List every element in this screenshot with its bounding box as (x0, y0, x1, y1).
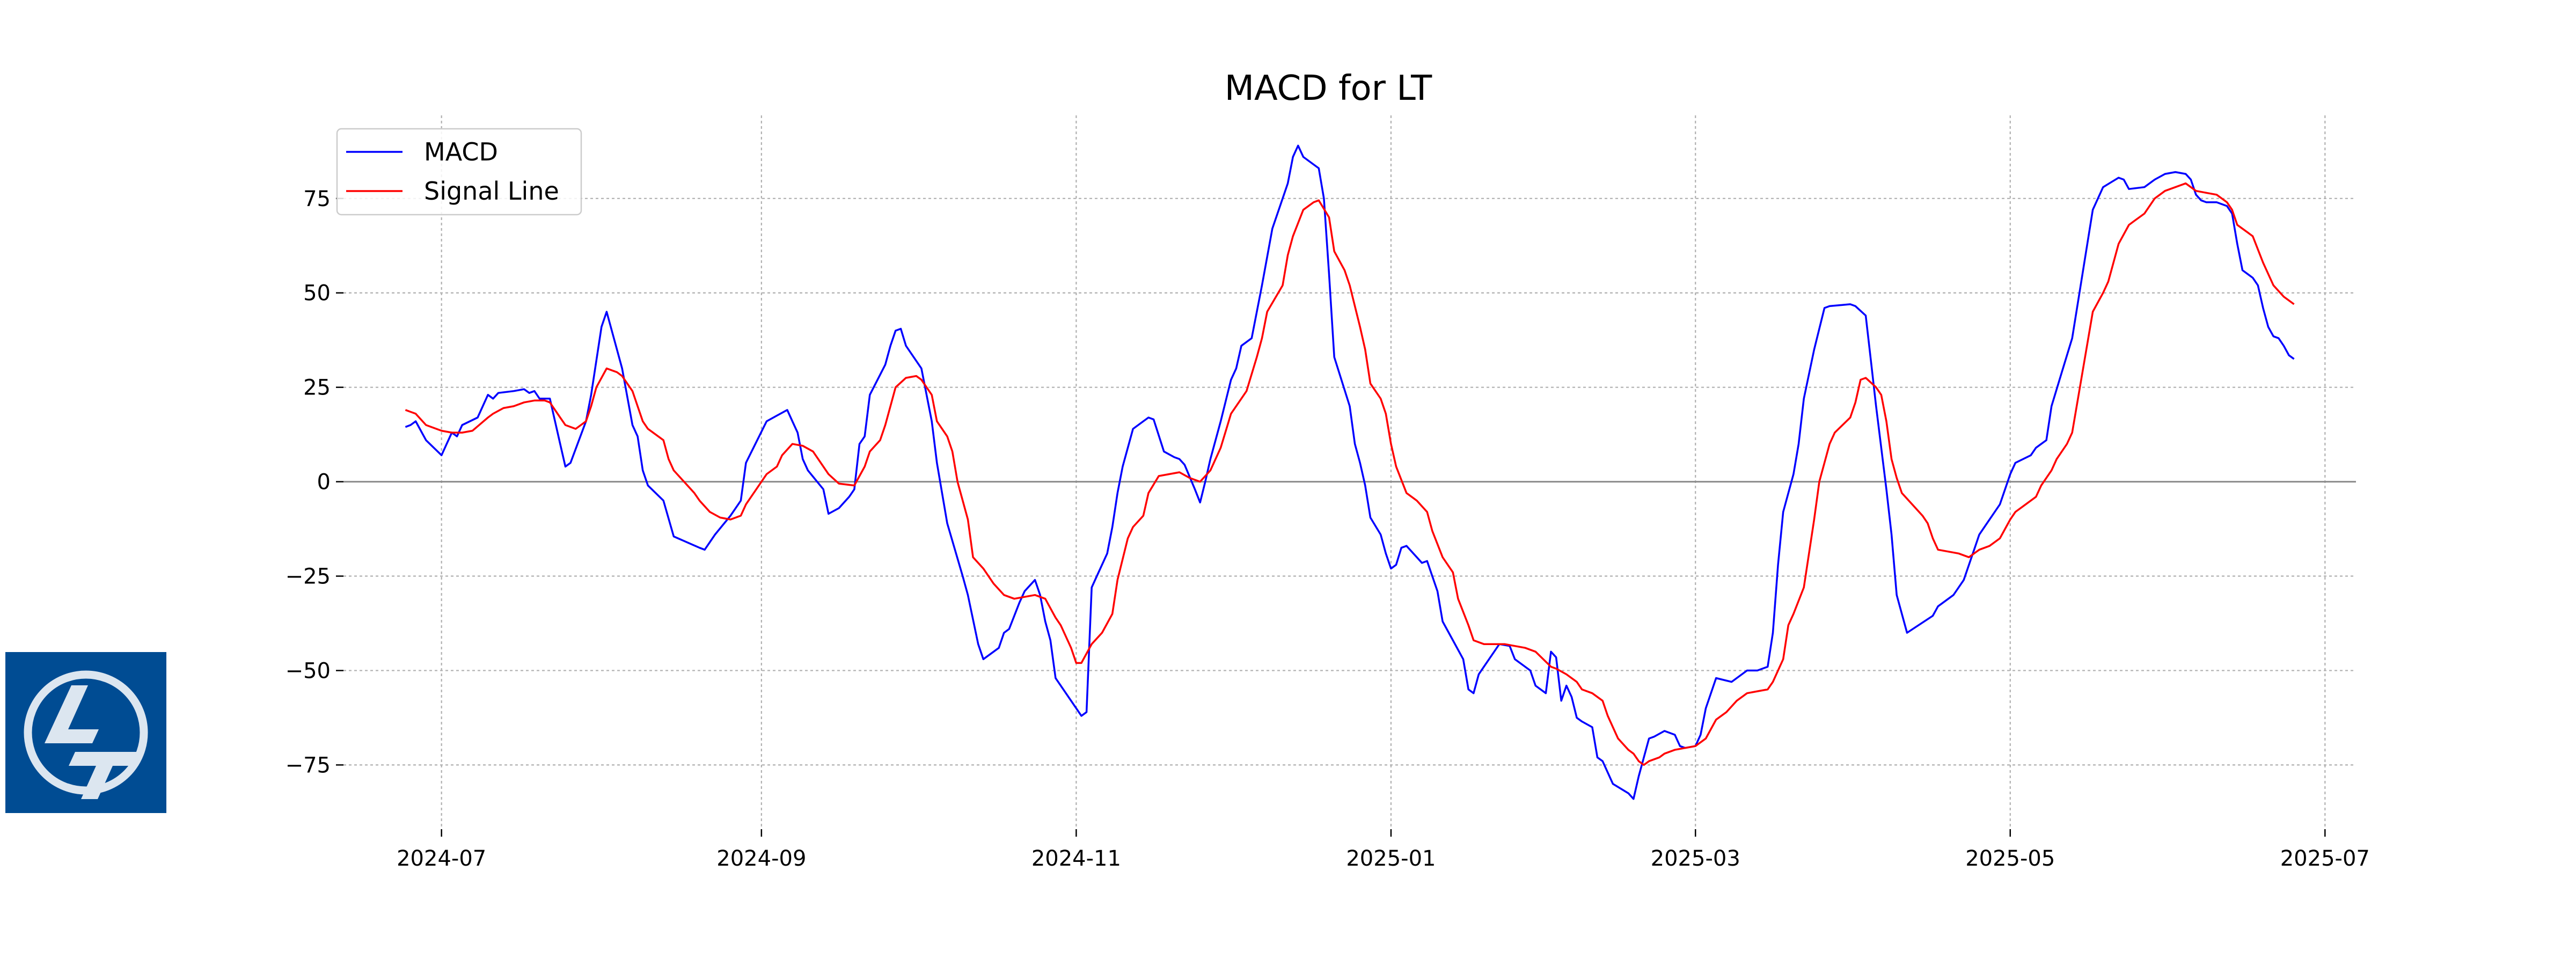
x-tick-label: 2025-01 (1346, 846, 1436, 871)
y-axis: −75 −50 −25 0 25 50 75 (286, 187, 343, 778)
y-tick-label: 50 (303, 281, 331, 306)
series-lines (405, 144, 2295, 800)
x-tick-label: 2025-05 (1965, 846, 2055, 871)
y-tick-label: −50 (286, 658, 331, 683)
x-tick-label: 2025-07 (2280, 846, 2370, 871)
y-tick-label: −75 (286, 753, 331, 778)
legend-label: MACD (424, 137, 498, 166)
y-tick-label: 25 (303, 376, 331, 400)
legend-label: Signal Line (424, 177, 559, 206)
y-tick-label: 75 (303, 187, 331, 211)
series-line-macd (405, 144, 2295, 800)
y-tick-label: −25 (286, 565, 331, 589)
y-tick-label: 0 (317, 470, 331, 495)
series-line-signal-line (405, 182, 2295, 766)
legend: MACD Signal Line (336, 128, 582, 216)
grid (343, 115, 2356, 829)
x-tick-label: 2024-09 (716, 846, 806, 871)
logo-t-shape (69, 752, 140, 799)
logo-l-shape (45, 685, 99, 743)
legend-box (336, 128, 582, 216)
lt-logo (5, 652, 166, 813)
x-tick-label: 2025-03 (1651, 846, 1740, 871)
x-tick-label: 2024-11 (1031, 846, 1121, 871)
x-axis: 2024-07 2024-09 2024-11 2025-01 2025-03 2025-… (397, 829, 2370, 871)
chart-title: MACD for LT (1225, 69, 1432, 108)
x-tick-label: 2024-07 (397, 846, 486, 871)
